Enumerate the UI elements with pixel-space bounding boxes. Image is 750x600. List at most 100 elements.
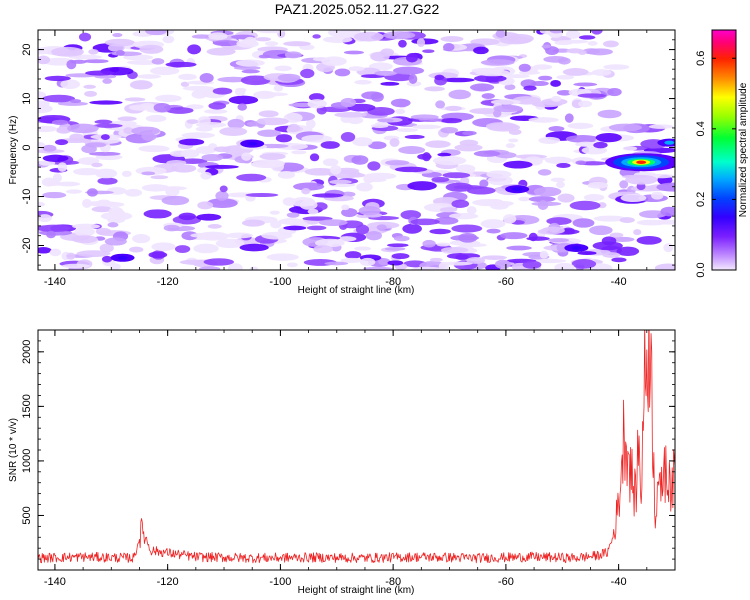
spectral-blob — [117, 116, 137, 122]
snr-xtick-label: -80 — [385, 576, 401, 588]
feature-core — [512, 187, 523, 192]
spectral-blob — [179, 259, 211, 265]
spectral-blob — [533, 186, 562, 197]
spectral-blob — [139, 44, 164, 54]
spectral-blob — [245, 192, 279, 198]
spectral-blob — [72, 223, 101, 230]
spectrogram-xtick-label: -140 — [44, 276, 66, 288]
spectral-blob — [410, 218, 440, 226]
spectral-blob — [442, 261, 473, 266]
spectral-blob — [83, 59, 109, 64]
spectral-blob — [356, 182, 373, 192]
spectral-blob — [458, 232, 478, 243]
spectral-blob — [550, 177, 566, 182]
spectral-blob — [187, 44, 202, 55]
spectral-blob — [595, 132, 622, 143]
spectral-blob — [257, 129, 281, 137]
spectral-blob — [503, 214, 517, 224]
spectral-blob — [556, 39, 589, 44]
spectral-blob — [38, 100, 50, 108]
spectral-blob — [307, 208, 319, 215]
spectral-blob — [69, 99, 82, 104]
spectral-blob — [539, 250, 549, 259]
spectral-blob — [422, 239, 436, 248]
spectral-blob — [123, 127, 134, 134]
spectral-blob — [378, 258, 391, 266]
spectral-blob — [301, 188, 311, 195]
spectral-blob — [178, 212, 196, 221]
spectral-blob — [528, 117, 559, 123]
snr-y-label: SNR (10 * v/v) — [8, 418, 19, 482]
spectral-blob — [128, 104, 154, 111]
spectral-blob — [541, 226, 565, 235]
spectral-blob — [138, 145, 170, 153]
spectral-blob — [78, 32, 92, 42]
spectral-blob — [587, 41, 598, 46]
spectral-blob — [352, 137, 373, 147]
spectral-blob — [393, 235, 410, 242]
snr-xtick-label: -120 — [157, 576, 179, 588]
spectral-blob — [575, 141, 597, 147]
spectral-blob — [505, 143, 516, 149]
spectral-blob — [266, 253, 299, 261]
spectral-blob — [197, 201, 214, 210]
spectral-blob — [578, 35, 596, 40]
spectral-blob — [550, 80, 562, 87]
spectral-blob — [322, 158, 339, 167]
spectral-blob — [115, 50, 125, 56]
spectral-blob — [616, 246, 640, 256]
spectral-blob — [311, 193, 344, 198]
spectral-blob — [473, 46, 489, 55]
spectral-blob — [143, 209, 172, 219]
spectral-blob — [250, 160, 284, 169]
spectral-blob — [651, 191, 664, 200]
spectral-blob — [76, 250, 111, 257]
spectral-blob — [445, 105, 462, 112]
spectral-blob — [277, 171, 296, 179]
spectral-blob — [46, 230, 56, 239]
spectral-blob — [241, 152, 252, 161]
spectral-blob — [215, 238, 245, 249]
spectral-blob — [59, 122, 72, 133]
spectral-blob — [293, 182, 325, 191]
spectral-blob — [56, 181, 81, 187]
spectral-blob — [581, 146, 608, 155]
spectral-blob — [363, 266, 394, 270]
spectral-blob — [656, 182, 675, 192]
spectral-blob — [548, 126, 565, 132]
spectral-blob — [554, 262, 575, 270]
spectral-blob — [174, 245, 191, 253]
snr-x-label: Height of straight line (km) — [298, 585, 415, 596]
spectral-blob — [485, 122, 518, 130]
spectral-blob — [259, 153, 286, 160]
spectral-blob — [538, 75, 553, 81]
spectral-blob — [565, 135, 600, 143]
spectral-blob — [577, 93, 607, 98]
spectral-blob — [518, 196, 531, 202]
spectral-blob — [593, 215, 627, 222]
spectral-blob — [359, 257, 376, 267]
spectral-blob — [608, 123, 643, 132]
spectral-blob — [556, 181, 565, 189]
spectral-blob — [283, 41, 311, 47]
spectral-blob — [161, 186, 187, 191]
spectral-blob — [370, 92, 384, 102]
spectral-blob — [518, 63, 531, 72]
spectral-blob — [233, 65, 261, 71]
snr-y-axis: 500 1000 1500 2000 — [21, 329, 675, 571]
spectral-blob — [318, 219, 348, 226]
spectral-blob — [572, 218, 595, 228]
spectral-blob — [302, 216, 333, 221]
spectral-blob — [448, 89, 471, 100]
spectral-blob — [112, 209, 126, 220]
spectral-blob — [532, 258, 567, 264]
spectral-blob — [437, 152, 452, 157]
spectral-blob — [549, 30, 564, 34]
spectral-blob — [219, 185, 228, 193]
spectral-blob — [526, 236, 550, 241]
spectral-blob — [410, 114, 439, 120]
spectral-blob — [573, 82, 598, 87]
spectral-blob — [545, 46, 559, 56]
snr-xtick-label: -60 — [498, 576, 514, 588]
